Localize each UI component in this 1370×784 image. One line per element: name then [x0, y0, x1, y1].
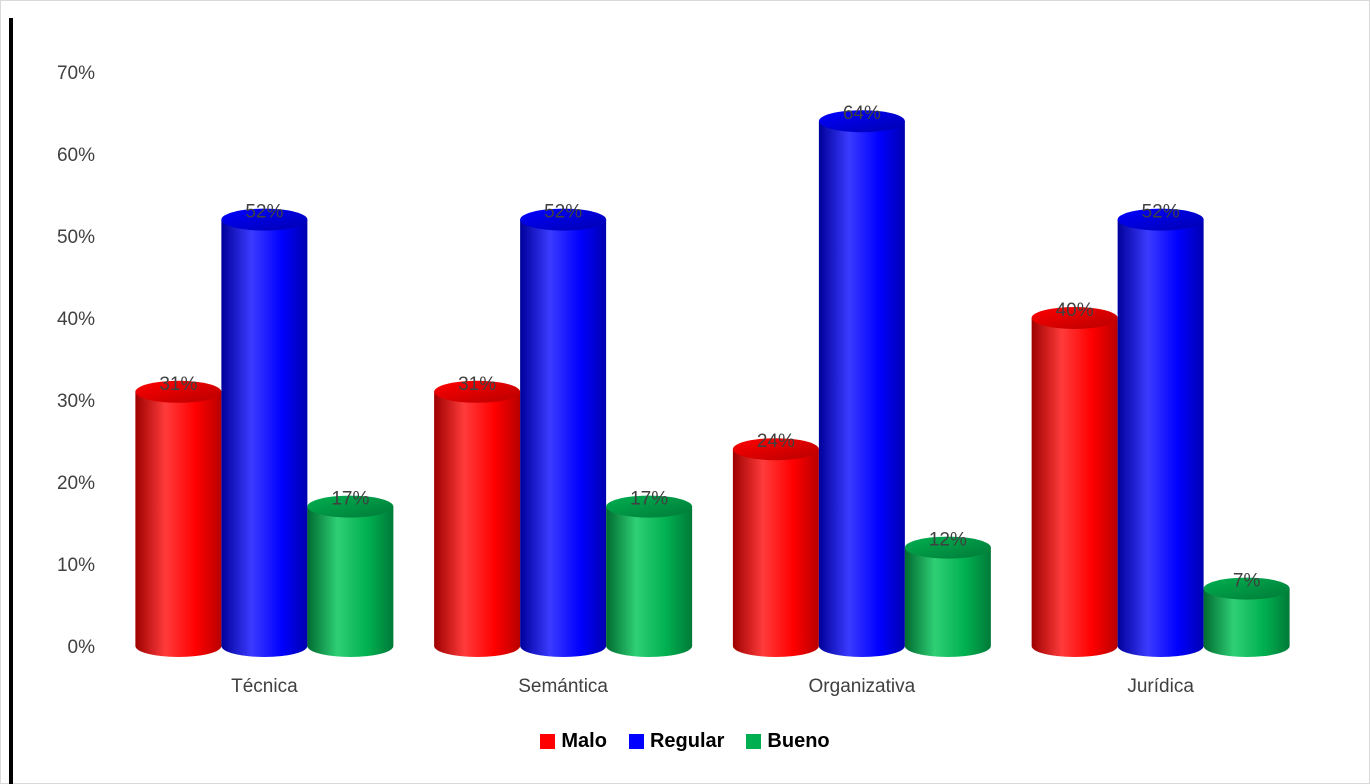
bar-bueno-semantica: [606, 495, 693, 658]
data-label-regular-semantica: 52%: [544, 202, 582, 223]
data-label-malo-juridica: 40%: [1056, 300, 1094, 321]
legend-item-regular: Regular: [628, 730, 725, 753]
y-tick-label: 0%: [68, 637, 96, 658]
x-category-label-organizativa: Organizativa: [809, 676, 916, 697]
y-tick-label: 50%: [57, 227, 95, 248]
bar-malo-tecnica-body: [135, 391, 222, 658]
legend-item-malo: Malo: [540, 730, 607, 753]
legend-label-regular: Regular: [649, 730, 725, 752]
bar-malo-juridica-top: [1031, 307, 1118, 329]
left-border-rule: [9, 18, 13, 784]
x-axis: Técnica Semántica Organizativa Jurídica: [231, 676, 1194, 697]
bar-malo-semantica: [434, 380, 521, 658]
bar-bueno-semantica-top: [606, 495, 693, 518]
bar-regular-semantica-top: [520, 208, 607, 231]
bar-malo-tecnica-top: [135, 380, 222, 403]
bar-bueno-tecnica-top: [307, 495, 394, 518]
bar-regular-juridica-top: [1117, 208, 1204, 231]
data-labels: 31% 52% 17% 31% 52% 17% 24% 64% 12% 40% 52% 7%: [159, 103, 1260, 591]
data-label-malo-semantica: 31%: [458, 374, 496, 395]
bar-malo-organizativa: [732, 438, 819, 658]
bar-regular-organizativa: [818, 110, 905, 658]
bar-bueno-organizativa-top: [904, 536, 991, 559]
bar-bueno-semantica-body: [606, 506, 693, 658]
bar-regular-semantica: [520, 208, 607, 658]
bar-bueno-organizativa: [904, 536, 991, 658]
bars: [135, 110, 1290, 658]
bar-bueno-tecnica: [307, 495, 394, 657]
data-label-bueno-juridica: 7%: [1233, 571, 1261, 592]
legend-swatch-malo: [540, 734, 556, 749]
bar-regular-semantica-body: [520, 219, 607, 658]
bar-regular-tecnica-top: [221, 208, 308, 231]
data-label-bueno-tecnica: 17%: [331, 489, 369, 510]
bar-malo-semantica-top: [434, 380, 521, 403]
y-tick-label: 70%: [57, 63, 95, 84]
bar-malo-organizativa-body: [732, 449, 819, 658]
data-label-regular-organizativa: 64%: [843, 103, 881, 124]
legend-label-malo: Malo: [561, 730, 607, 752]
bar-bueno-juridica: [1203, 577, 1290, 658]
bar-malo-juridica-body: [1031, 318, 1118, 658]
y-tick-label: 30%: [57, 391, 95, 412]
bar-regular-juridica-body: [1117, 219, 1204, 658]
bar-bueno-tecnica-body: [307, 506, 394, 657]
x-category-label-tecnica: Técnica: [231, 676, 298, 697]
y-axis: 0% 10% 20% 30% 40% 50% 60% 70%: [57, 63, 95, 658]
data-label-bueno-semantica: 17%: [630, 489, 668, 510]
legend-item-bueno: Bueno: [746, 730, 830, 753]
bar-bueno-organizativa-body: [904, 547, 991, 658]
bar-malo-juridica: [1031, 307, 1118, 658]
bar-regular-organizativa-body: [818, 121, 905, 658]
bar-regular-tecnica-body: [221, 219, 308, 658]
legend: Malo Regular Bueno: [0, 730, 1370, 753]
bar-regular-tecnica: [221, 208, 308, 658]
data-label-regular-juridica: 52%: [1142, 202, 1180, 223]
bar-regular-organizativa-top: [818, 110, 905, 133]
legend-swatch-bueno: [746, 734, 762, 749]
y-tick-label: 20%: [57, 473, 95, 494]
data-label-regular-tecnica: 52%: [245, 202, 283, 223]
data-label-malo-organizativa: 24%: [757, 431, 795, 452]
y-tick-label: 40%: [57, 309, 95, 330]
y-tick-label: 60%: [57, 145, 95, 166]
bar-malo-tecnica: [135, 380, 222, 658]
legend-swatch-regular: [628, 734, 644, 749]
x-category-label-juridica: Jurídica: [1127, 676, 1194, 697]
bar-bueno-juridica-top: [1203, 577, 1290, 600]
bar-malo-semantica-body: [434, 391, 521, 658]
data-label-malo-tecnica: 31%: [159, 374, 197, 395]
y-tick-label: 10%: [57, 555, 95, 576]
bar-bueno-juridica-body: [1203, 588, 1290, 658]
bar-regular-juridica: [1117, 208, 1204, 658]
x-category-label-semantica: Semántica: [518, 676, 608, 697]
data-label-bueno-organizativa: 12%: [929, 530, 967, 551]
bar-malo-organizativa-top: [732, 438, 819, 461]
legend-label-bueno: Bueno: [767, 730, 830, 752]
